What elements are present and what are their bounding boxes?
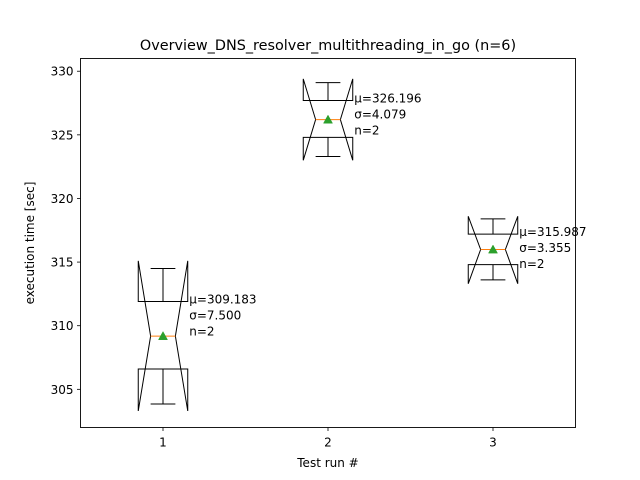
notched-box (302, 78, 354, 161)
stats-annotation: μ=309.183 (189, 293, 256, 307)
mean-marker (323, 114, 333, 124)
axes-frame (80, 58, 576, 428)
y-tick-label: 330 (51, 65, 74, 79)
notched-box (137, 260, 189, 412)
stats-annotation: n=2 (519, 257, 544, 271)
y-tick-label: 320 (51, 192, 74, 206)
plot-area: 305 310 315 320 325 330 1 μ=309.183 σ=7.500 n=2 2 μ… (51, 65, 587, 450)
stats-annotation: σ=3.355 (519, 241, 571, 255)
chart-title: Overview_DNS_resolver_multithreading_in_… (140, 38, 516, 54)
box-group: 2 μ=326.196 σ=4.079 n=2 (302, 78, 422, 450)
stats-annotation: σ=7.500 (189, 309, 241, 323)
y-tick-label: 315 (51, 256, 74, 270)
stats-annotation: n=2 (189, 325, 214, 339)
box-group: 3 μ=315.987 σ=3.355 n=2 (467, 216, 587, 450)
box-group: 1 μ=309.183 σ=7.500 n=2 (137, 260, 257, 450)
stats-annotation: σ=4.079 (354, 107, 406, 121)
x-tick-label: 3 (489, 436, 497, 450)
stats-annotation: μ=326.196 (354, 91, 421, 105)
mean-marker (488, 244, 498, 254)
mean-marker (158, 331, 168, 340)
x-tick-label: 1 (159, 436, 167, 450)
x-axis-label: Test run # (296, 456, 358, 470)
notched-box (467, 216, 519, 284)
y-axis-label: execution time [sec] (23, 182, 37, 305)
y-tick-label: 305 (51, 383, 74, 397)
stats-annotation: μ=315.987 (519, 225, 586, 239)
y-tick-label: 310 (51, 319, 74, 333)
stats-annotation: n=2 (354, 123, 379, 137)
y-tick-label: 325 (51, 128, 74, 142)
x-tick-label: 2 (324, 436, 332, 450)
